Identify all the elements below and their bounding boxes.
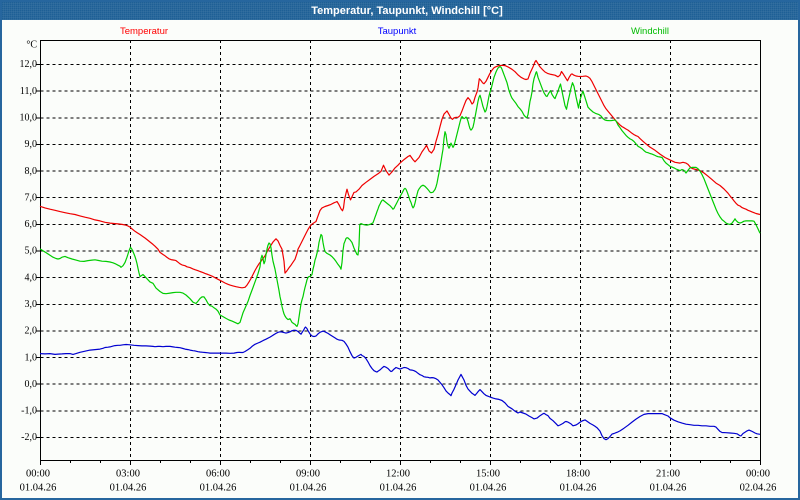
svg-text:01.04.26: 01.04.26: [380, 483, 417, 494]
svg-text:01.04.26: 01.04.26: [200, 483, 237, 494]
svg-text:Taupunkt: Taupunkt: [378, 26, 417, 37]
svg-text:3,0: 3,0: [25, 299, 38, 310]
svg-text:01.04.26: 01.04.26: [110, 483, 147, 494]
svg-text:11,0: 11,0: [20, 86, 37, 97]
svg-text:15:00: 15:00: [476, 469, 500, 480]
svg-text:5,0: 5,0: [25, 246, 38, 257]
svg-text:4,0: 4,0: [25, 272, 38, 283]
svg-text:1,0: 1,0: [25, 352, 38, 363]
svg-text:06:00: 06:00: [206, 469, 230, 480]
svg-text:01.04.26: 01.04.26: [560, 483, 597, 494]
svg-text:9,0: 9,0: [25, 139, 38, 150]
svg-text:03:00: 03:00: [116, 469, 140, 480]
svg-text:2,0: 2,0: [25, 326, 38, 337]
svg-text:21:00: 21:00: [656, 469, 680, 480]
svg-text:01.04.26: 01.04.26: [470, 483, 507, 494]
svg-text:01.04.26: 01.04.26: [20, 483, 57, 494]
svg-text:10,0: 10,0: [20, 113, 38, 124]
svg-text:02.04.26: 02.04.26: [740, 483, 777, 494]
svg-text:0,0: 0,0: [25, 379, 38, 390]
svg-text:00:00: 00:00: [26, 469, 50, 480]
svg-text:Temperatur: Temperatur: [120, 26, 168, 37]
svg-text:-1,0: -1,0: [21, 406, 37, 417]
svg-text:12:00: 12:00: [386, 469, 410, 480]
svg-text:01.04.26: 01.04.26: [290, 483, 327, 494]
svg-text:09:00: 09:00: [296, 469, 320, 480]
svg-text:01.04.26: 01.04.26: [650, 483, 687, 494]
svg-text:00:00: 00:00: [746, 469, 770, 480]
svg-text:12,0: 12,0: [20, 59, 38, 70]
svg-text:Windchill: Windchill: [631, 26, 669, 37]
svg-text:7,0: 7,0: [25, 192, 38, 203]
svg-text:°C: °C: [26, 40, 37, 51]
svg-text:8,0: 8,0: [25, 166, 38, 177]
svg-text:-2,0: -2,0: [21, 432, 37, 443]
svg-text:18:00: 18:00: [566, 469, 590, 480]
svg-text:6,0: 6,0: [25, 219, 38, 230]
